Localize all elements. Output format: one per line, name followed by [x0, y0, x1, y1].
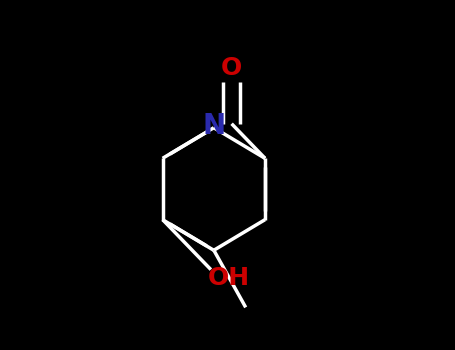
Text: N: N — [202, 112, 225, 140]
Text: O: O — [221, 56, 242, 80]
Text: OH: OH — [208, 266, 250, 290]
